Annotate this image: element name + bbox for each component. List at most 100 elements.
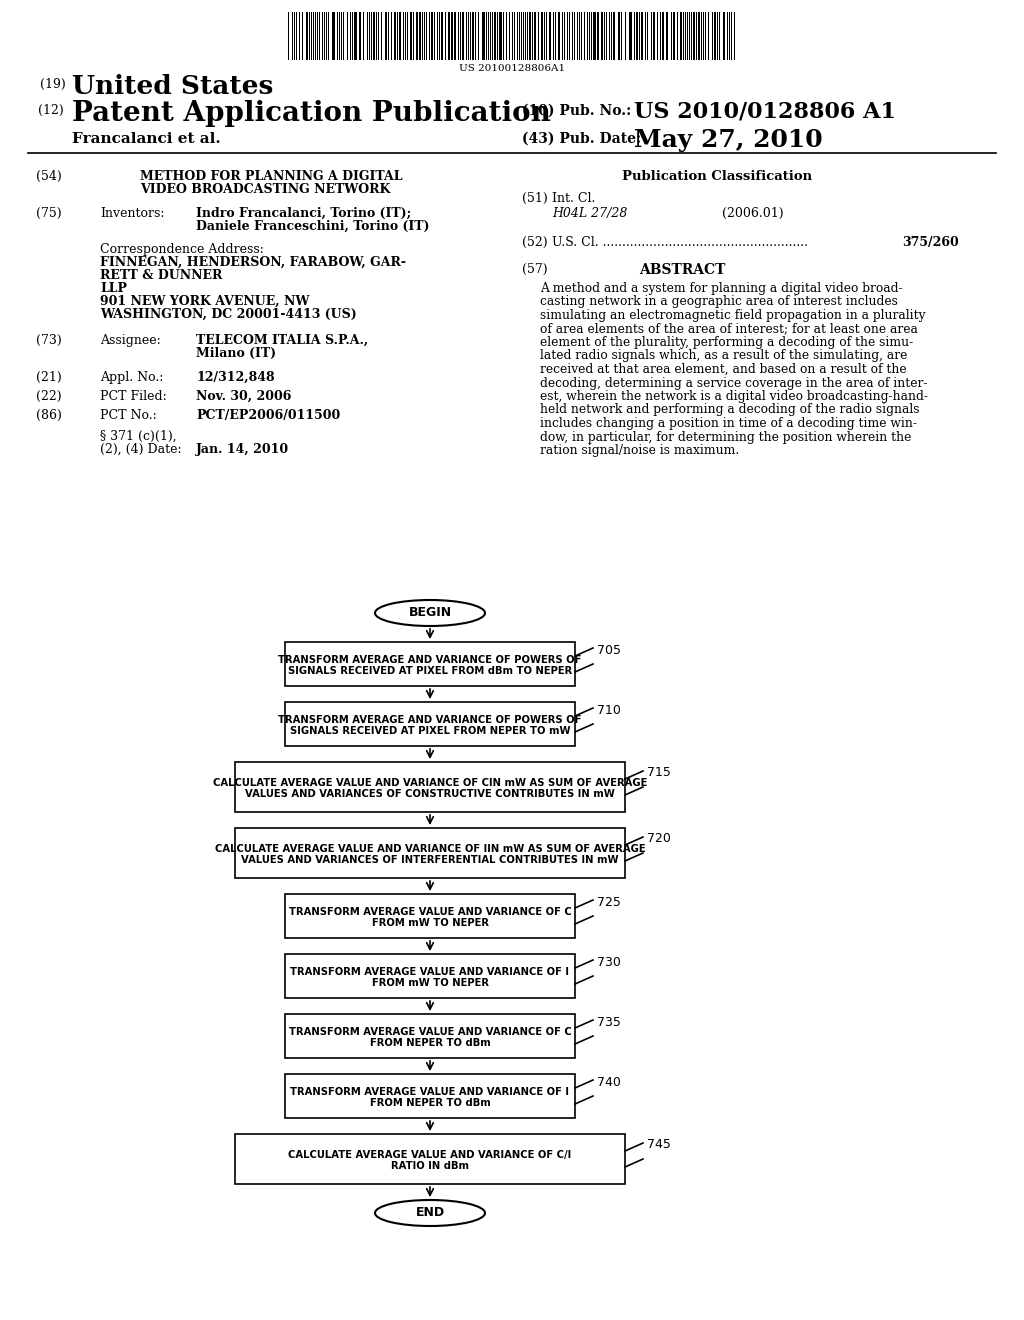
- FancyBboxPatch shape: [285, 894, 575, 939]
- Text: (2006.01): (2006.01): [722, 207, 783, 220]
- Bar: [723, 12, 725, 59]
- Text: TRANSFORM AVERAGE AND VARIANCE OF POWERS OF: TRANSFORM AVERAGE AND VARIANCE OF POWERS…: [279, 655, 582, 665]
- Text: METHOD FOR PLANNING A DIGITAL: METHOD FOR PLANNING A DIGITAL: [140, 170, 402, 183]
- FancyBboxPatch shape: [285, 642, 575, 686]
- Text: simulating an electromagnetic field propagation in a plurality: simulating an electromagnetic field prop…: [540, 309, 926, 322]
- Text: (10) Pub. No.:: (10) Pub. No.:: [522, 104, 631, 117]
- Bar: [354, 12, 357, 59]
- FancyBboxPatch shape: [234, 762, 625, 812]
- Text: (51): (51): [522, 191, 548, 205]
- Text: includes changing a position in time of a decoding time win-: includes changing a position in time of …: [540, 417, 918, 430]
- Text: Francalanci et al.: Francalanci et al.: [72, 132, 221, 147]
- Bar: [462, 12, 464, 59]
- Bar: [636, 12, 638, 59]
- Text: Appl. No.:: Appl. No.:: [100, 371, 164, 384]
- Text: § 371 (c)(1),: § 371 (c)(1),: [100, 430, 176, 444]
- Text: TRANSFORM AVERAGE VALUE AND VARIANCE OF I: TRANSFORM AVERAGE VALUE AND VARIANCE OF …: [291, 968, 569, 977]
- Bar: [618, 12, 620, 59]
- Bar: [332, 12, 335, 59]
- Text: 720: 720: [647, 833, 671, 846]
- Ellipse shape: [375, 1200, 485, 1226]
- Text: FROM mW TO NEPER: FROM mW TO NEPER: [372, 978, 488, 987]
- Bar: [597, 12, 599, 59]
- Text: 730: 730: [597, 956, 621, 969]
- Bar: [494, 12, 496, 59]
- Text: decoding, determining a service coverage in the area of inter-: decoding, determining a service coverage…: [540, 376, 928, 389]
- Text: (86): (86): [36, 409, 61, 422]
- Text: (19): (19): [40, 78, 66, 91]
- Text: PCT Filed:: PCT Filed:: [100, 389, 167, 403]
- Text: VALUES AND VARIANCES OF INTERFERENTIAL CONTRIBUTES IN mW: VALUES AND VARIANCES OF INTERFERENTIAL C…: [242, 855, 618, 865]
- Text: U.S. Cl. .....................................................: U.S. Cl. ...............................…: [552, 236, 808, 249]
- Bar: [306, 12, 308, 59]
- Text: TRANSFORM AVERAGE AND VARIANCE OF POWERS OF: TRANSFORM AVERAGE AND VARIANCE OF POWERS…: [279, 715, 582, 725]
- Text: WASHINGTON, DC 20001-4413 (US): WASHINGTON, DC 20001-4413 (US): [100, 308, 356, 321]
- Text: TRANSFORM AVERAGE VALUE AND VARIANCE OF I: TRANSFORM AVERAGE VALUE AND VARIANCE OF …: [291, 1086, 569, 1097]
- Bar: [419, 12, 421, 59]
- Text: (73): (73): [36, 334, 61, 347]
- Text: Publication Classification: Publication Classification: [622, 170, 812, 183]
- Text: 901 NEW YORK AVENUE, NW: 901 NEW YORK AVENUE, NW: [100, 294, 309, 308]
- Bar: [673, 12, 675, 59]
- FancyBboxPatch shape: [285, 1014, 575, 1059]
- Text: May 27, 2010: May 27, 2010: [634, 128, 822, 152]
- Bar: [653, 12, 655, 59]
- Text: TRANSFORM AVERAGE VALUE AND VARIANCE OF C: TRANSFORM AVERAGE VALUE AND VARIANCE OF …: [289, 907, 571, 917]
- Bar: [666, 12, 668, 59]
- Bar: [499, 12, 502, 59]
- Bar: [534, 12, 536, 59]
- Bar: [373, 12, 375, 59]
- Bar: [662, 12, 664, 59]
- Text: RETT & DUNNER: RETT & DUNNER: [100, 269, 222, 282]
- Text: Inventors:: Inventors:: [100, 207, 165, 220]
- Bar: [472, 12, 474, 59]
- Text: ration signal/noise is maximum.: ration signal/noise is maximum.: [540, 444, 739, 457]
- Text: casting network in a geographic area of interest includes: casting network in a geographic area of …: [540, 296, 898, 309]
- Text: 735: 735: [597, 1015, 621, 1028]
- Bar: [558, 12, 560, 59]
- Text: (43) Pub. Date:: (43) Pub. Date:: [522, 132, 641, 147]
- Text: Nov. 30, 2006: Nov. 30, 2006: [196, 389, 292, 403]
- Text: TELECOM ITALIA S.P.A.,: TELECOM ITALIA S.P.A.,: [196, 334, 369, 347]
- Text: END: END: [416, 1206, 444, 1220]
- Text: 745: 745: [647, 1138, 671, 1151]
- Text: 710: 710: [597, 704, 621, 717]
- Bar: [641, 12, 643, 59]
- Text: PCT No.:: PCT No.:: [100, 409, 157, 422]
- Text: A method and a system for planning a digital video broad-: A method and a system for planning a dig…: [540, 282, 902, 294]
- Text: (22): (22): [36, 389, 61, 403]
- Text: est, wherein the network is a digital video broadcasting-hand-: est, wherein the network is a digital vi…: [540, 389, 928, 403]
- Text: SIGNALS RECEIVED AT PIXEL FROM dBm TO NEPER: SIGNALS RECEIVED AT PIXEL FROM dBm TO NE…: [288, 667, 572, 676]
- Text: ABSTRACT: ABSTRACT: [639, 263, 725, 277]
- Bar: [359, 12, 361, 59]
- Text: Int. Cl.: Int. Cl.: [552, 191, 595, 205]
- Bar: [431, 12, 433, 59]
- Text: (2), (4) Date:: (2), (4) Date:: [100, 444, 181, 455]
- Bar: [454, 12, 456, 59]
- Text: FROM mW TO NEPER: FROM mW TO NEPER: [372, 917, 488, 928]
- Text: TRANSFORM AVERAGE VALUE AND VARIANCE OF C: TRANSFORM AVERAGE VALUE AND VARIANCE OF …: [289, 1027, 571, 1038]
- Text: BEGIN: BEGIN: [409, 606, 452, 619]
- Text: RATIO IN dBm: RATIO IN dBm: [391, 1162, 469, 1171]
- Text: Daniele Franceschini, Torino (IT): Daniele Franceschini, Torino (IT): [196, 220, 429, 234]
- Ellipse shape: [375, 601, 485, 626]
- FancyBboxPatch shape: [285, 954, 575, 998]
- Text: 705: 705: [597, 644, 621, 656]
- Text: element of the plurality, performing a decoding of the simu-: element of the plurality, performing a d…: [540, 337, 913, 348]
- FancyBboxPatch shape: [285, 702, 575, 746]
- Bar: [482, 12, 485, 59]
- Bar: [529, 12, 531, 59]
- Bar: [714, 12, 716, 59]
- Text: 740: 740: [597, 1076, 621, 1089]
- Bar: [410, 12, 412, 59]
- Text: FINNEGAN, HENDERSON, FARABOW, GAR-: FINNEGAN, HENDERSON, FARABOW, GAR-: [100, 256, 406, 269]
- Bar: [399, 12, 401, 59]
- Bar: [385, 12, 387, 59]
- Text: CALCULATE AVERAGE VALUE AND VARIANCE OF IIN mW AS SUM OF AVERAGE: CALCULATE AVERAGE VALUE AND VARIANCE OF …: [215, 843, 645, 854]
- Text: FROM NEPER TO dBm: FROM NEPER TO dBm: [370, 1038, 490, 1048]
- Text: PCT/EP2006/011500: PCT/EP2006/011500: [196, 409, 340, 422]
- Text: held network and performing a decoding of the radio signals: held network and performing a decoding o…: [540, 404, 920, 417]
- Bar: [416, 12, 418, 59]
- Bar: [629, 12, 632, 59]
- Text: Assignee:: Assignee:: [100, 334, 161, 347]
